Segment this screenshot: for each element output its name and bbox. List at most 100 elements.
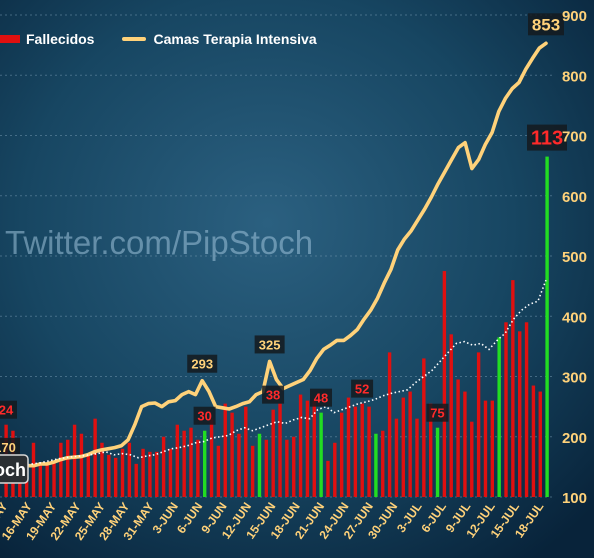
bar: [285, 439, 289, 497]
x-tick-label: MAY: [0, 500, 10, 529]
bar: [387, 352, 392, 497]
bar-label-box: [351, 379, 374, 398]
legend-label-camas: Camas Terapia Intensiva: [153, 31, 317, 47]
bar: [463, 391, 467, 497]
y-axis: 100 200 300 400 500 600 700 800 900: [562, 8, 587, 507]
bar: [257, 433, 262, 497]
line-label-box: [254, 335, 285, 354]
bar: [346, 397, 351, 497]
bar: [93, 418, 97, 497]
legend-swatch-camas: [122, 37, 147, 41]
bar-value-label: 52: [355, 382, 369, 397]
bar-value-label: 24: [0, 403, 14, 418]
bar: [100, 442, 104, 497]
bar: [31, 442, 36, 497]
bar: [374, 433, 378, 497]
lines: [0, 41, 548, 470]
bar: [18, 475, 22, 497]
bar: [298, 394, 303, 497]
bar: [497, 337, 501, 497]
bar: [538, 391, 542, 497]
line-label-box: [0, 437, 20, 456]
bar: [271, 409, 275, 497]
bar: [545, 156, 549, 497]
bar: [415, 418, 419, 497]
bar: [223, 403, 227, 497]
bar-label-box: [262, 385, 285, 404]
y-tick-label: 800: [562, 68, 587, 85]
y-tick-label: 600: [562, 189, 587, 206]
bar: [353, 406, 358, 497]
bar: [470, 421, 474, 497]
bar: [244, 406, 248, 497]
bar: [250, 445, 255, 497]
bar-label-box: [310, 388, 333, 407]
line-value-label: 293: [191, 357, 213, 372]
bar: [394, 418, 399, 497]
bar: [312, 400, 316, 497]
annotations: 24 30 38 48 52 75 113 170 293 325 853: [0, 13, 567, 456]
bar: [107, 454, 111, 497]
bar: [435, 427, 440, 497]
bar: [59, 442, 63, 497]
bar: [531, 385, 536, 497]
bar: [120, 448, 125, 497]
line-value-label: 170: [0, 440, 16, 455]
watermark-text: Twitter.com/PipStoch: [5, 224, 313, 261]
bar: [367, 406, 371, 497]
bar: [189, 427, 193, 497]
svg-text:och: och: [0, 460, 26, 480]
bar: [319, 412, 323, 497]
line-value-label: 325: [259, 337, 281, 352]
bar-label-box: [426, 403, 449, 422]
bar-label-box: [527, 124, 567, 151]
bar: [360, 403, 364, 497]
bar: [79, 433, 84, 497]
bar: [86, 454, 90, 497]
bar: [168, 448, 173, 497]
bar: [72, 424, 77, 497]
bar-value-label: 30: [197, 409, 211, 424]
bar: [333, 442, 337, 497]
bar: [511, 280, 515, 497]
bar: [38, 463, 43, 497]
legend-label-fallecidos: Fallecidos: [26, 31, 95, 47]
bar-label-box: [0, 400, 17, 419]
bar: [209, 418, 214, 497]
bar: [66, 439, 70, 497]
bar: [476, 352, 481, 497]
camas-line: [0, 41, 548, 470]
bar: [45, 463, 49, 497]
line-value-label: 853: [532, 15, 560, 34]
y-tick-label: 900: [562, 8, 587, 25]
bar-value-label: 48: [314, 391, 328, 406]
bar: [148, 451, 152, 497]
bar: [182, 430, 186, 497]
y-tick-label: 100: [562, 490, 587, 507]
watermark-badge: och: [0, 454, 29, 484]
line-label-box: [528, 13, 564, 36]
bar-label-box: [193, 406, 216, 425]
bar: [292, 436, 296, 497]
bar: [202, 430, 207, 497]
bar: [428, 403, 433, 497]
bar: [141, 448, 145, 497]
line-label-box: [187, 354, 218, 373]
y-tick-label: 400: [562, 309, 587, 326]
bar: [518, 331, 522, 497]
legend-swatch-fallecidos: [0, 35, 20, 43]
bar: [230, 412, 234, 497]
bar: [401, 397, 405, 497]
bar: [504, 322, 508, 497]
average-line: [0, 279, 547, 468]
bar: [155, 451, 159, 497]
bar: [237, 433, 241, 497]
bar-value-label: 38: [266, 388, 280, 403]
y-tick-label: 200: [562, 430, 587, 447]
bar: [175, 424, 180, 497]
bar: [52, 460, 56, 497]
bar-value-label: 75: [430, 406, 444, 421]
bar: [381, 430, 385, 497]
